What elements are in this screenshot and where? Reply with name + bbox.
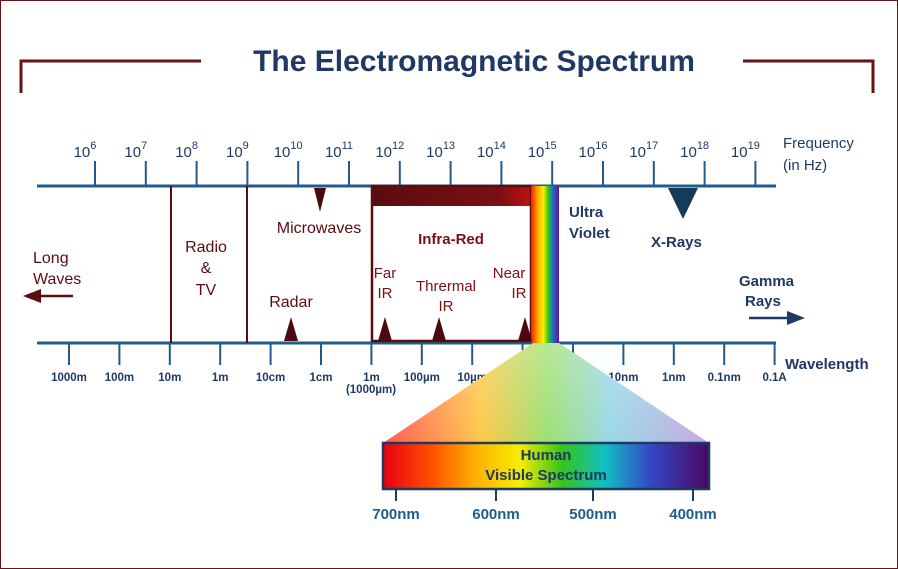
frequency-tick-label: 107 — [124, 140, 147, 161]
gamma-rays-label-1: Gamma — [739, 273, 795, 290]
radar-label: Radar — [269, 294, 313, 311]
microwaves-marker — [314, 188, 326, 212]
far-ir-marker — [378, 317, 392, 341]
page-title: The Electromagnetic Spectrum — [253, 45, 695, 78]
frequency-tick-label: 106 — [74, 140, 97, 161]
frequency-tick-label: 1014 — [477, 140, 506, 161]
frequency-tick-label: 1018 — [680, 140, 709, 161]
visible-tick-label: 500nm — [569, 506, 617, 523]
wavelength-axis-label: Wavelength — [785, 356, 869, 373]
frequency-axis-label: Frequency — [783, 135, 854, 152]
frequency-axis-unit: (in Hz) — [783, 157, 827, 174]
wavelength-sublabel-1m: (1000µm) — [346, 384, 396, 396]
wavelength-tick-label: 0.1A — [762, 372, 786, 384]
near-ir-label-2: IR — [512, 285, 527, 302]
x-rays-marker — [668, 188, 698, 219]
frequency-tick-label: 108 — [175, 140, 198, 161]
infra-red-label: Infra-Red — [418, 231, 484, 248]
wavelength-tick-label: 100µm — [404, 372, 440, 384]
ultra-violet-label-2: Violet — [569, 225, 610, 242]
wavelength-tick-label: 100m — [105, 372, 134, 384]
microwaves-label: Microwaves — [277, 220, 361, 237]
radio-tv-label-2: & — [201, 260, 212, 277]
visible-strip — [531, 186, 559, 343]
wavelength-tick-label: 1nm — [662, 372, 686, 384]
near-ir-label-1: Near — [493, 265, 526, 282]
frequency-tick-label: 1017 — [629, 140, 658, 161]
wavelength-tick-label: 10cm — [256, 372, 285, 384]
thermal-ir-label-2: IR — [439, 298, 454, 315]
wavelength-tick-label: 1000m — [51, 372, 87, 384]
visible-tick-label: 400nm — [669, 506, 717, 523]
visible-ticks: 700nm 600nm 500nm 400nm — [372, 489, 717, 523]
infra-red-top-bar — [371, 186, 531, 206]
frequency-tick-label: 1015 — [528, 140, 557, 161]
wavelength-tick-label: 0.1nm — [708, 372, 741, 384]
wavelength-tick-label: 10m — [158, 372, 181, 384]
thermal-ir-marker — [432, 317, 446, 341]
frequency-tick-label: 1012 — [375, 140, 404, 161]
x-rays-label: X-Rays — [651, 234, 702, 251]
radio-tv-label-3: TV — [196, 282, 217, 299]
frequency-tick-label: 1011 — [325, 140, 353, 161]
far-ir-label-2: IR — [378, 285, 393, 302]
radio-tv-label-1: Radio — [185, 239, 227, 256]
frequency-tick-label: 1016 — [579, 140, 608, 161]
near-ir-marker — [518, 317, 532, 341]
frequency-tick-label: 1013 — [426, 140, 455, 161]
frequency-tick-label: 109 — [226, 140, 249, 161]
long-waves-label-2: Waves — [33, 271, 81, 288]
wavelength-tick-label: 1m — [363, 372, 380, 384]
long-waves-arrow — [23, 289, 73, 303]
visible-tick-label: 600nm — [472, 506, 520, 523]
ultra-violet-label-1: Ultra — [569, 204, 604, 221]
long-waves-label-1: Long — [33, 250, 69, 267]
title-bracket — [19, 59, 875, 93]
visible-spectrum-box — [381, 441, 711, 491]
wavelength-ticks: 1000m100m10m1m10cm1cm1m100µm10µm1µm100nm… — [51, 343, 787, 384]
radar-marker — [284, 317, 298, 341]
infra-red-box — [370, 184, 533, 343]
frequency-tick-label: 1019 — [731, 140, 760, 161]
wavelength-tick-label: 1m — [212, 372, 229, 384]
gamma-rays-label-2: Rays — [745, 293, 781, 310]
frequency-ticks: 106 107 108 109 1010 1011 1012 1013 1014 1015 1016… — [74, 140, 760, 186]
wavelength-tick-label: 1cm — [309, 372, 332, 384]
visible-label-line2: Visible Spectrum — [485, 467, 606, 484]
far-ir-label-1: Far — [374, 265, 397, 282]
visible-tick-label: 700nm — [372, 506, 420, 523]
gamma-rays-arrow — [749, 311, 805, 325]
thermal-ir-label-1: Thrermal — [416, 278, 476, 295]
visible-label-line1: Human — [521, 447, 572, 464]
frequency-tick-label: 1010 — [274, 140, 303, 161]
